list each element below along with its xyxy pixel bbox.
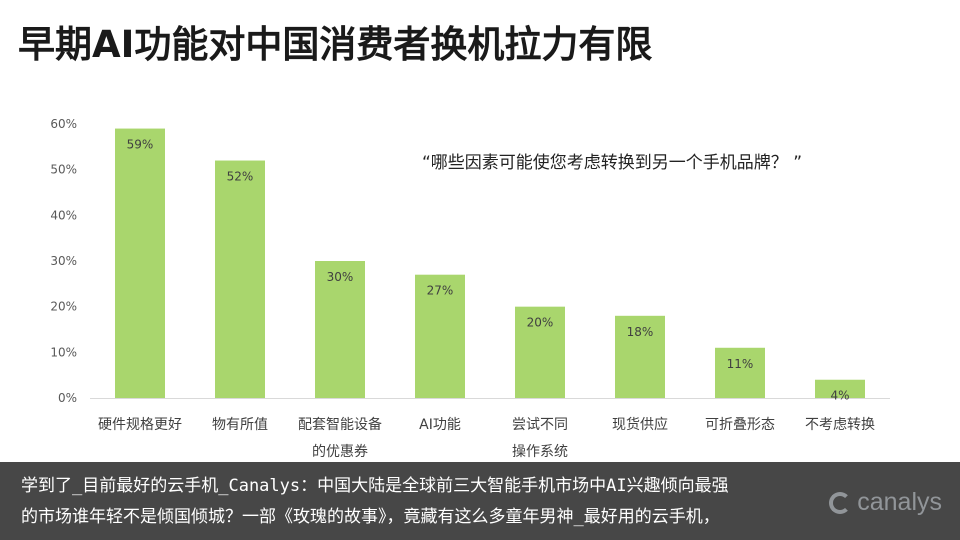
bar [415, 274, 465, 398]
data-label: 30% [327, 270, 354, 284]
x-tick-label: 尝试不同 [512, 417, 568, 433]
y-tick-label: 60% [50, 117, 77, 131]
bar [615, 315, 665, 398]
x-tick-label: 现货供应 [612, 416, 668, 433]
bar [715, 347, 765, 398]
x-tick-label: 操作系统 [512, 444, 568, 460]
slide-title: 早期AI功能对中国消费者换机拉力有限 [18, 23, 653, 66]
y-tick-label: 30% [50, 254, 77, 268]
survey-question: “哪些因素可能使您考虑转换到另一个手机品牌？ ” [422, 153, 803, 173]
bar-chart: 0% 10% 20% 30% 40% 50% 60% 59% 硬件规格更好 52% 物有所值 30% 配… [50, 117, 890, 460]
canalys-brand: canalys [829, 488, 942, 517]
x-tick-label: 不考虑转换 [805, 416, 875, 433]
data-label: 52% [227, 170, 254, 184]
bar [115, 128, 165, 399]
y-tick-label: 10% [50, 345, 77, 359]
data-label: 11% [727, 357, 754, 371]
data-label: 18% [627, 325, 654, 339]
caption-line-2: 的市场谁年轻不是倾国倾城？一部《玫瑰的故事》，竟藏有这么多童年男神_最好用的云手… [21, 507, 720, 527]
y-tick-label: 20% [50, 300, 77, 314]
bar [215, 160, 265, 398]
bar [515, 306, 565, 398]
y-tick-label: 0% [58, 391, 77, 405]
y-tick-label: 50% [50, 163, 77, 177]
x-tick-label: 物有所值 [212, 417, 268, 433]
x-tick-label: 的优惠券 [312, 444, 368, 460]
data-label: 4% [830, 389, 849, 403]
x-tick-label: 配套智能设备 [298, 416, 382, 433]
data-label: 59% [127, 138, 154, 152]
caption-line-1: 学到了_目前最好的云手机_Canalys：中国大陆是全球前三大智能手机市场中AI… [21, 476, 729, 496]
canalys-logo-icon [829, 491, 852, 514]
bar [815, 379, 865, 398]
x-tick-label: AI功能 [419, 417, 461, 433]
bar [315, 261, 365, 398]
data-label: 20% [527, 316, 554, 330]
brand-name: canalys [857, 488, 942, 516]
caption-overlay [0, 462, 960, 540]
x-tick-label: 可折叠形态 [705, 417, 775, 433]
data-label: 27% [427, 284, 454, 298]
y-tick-label: 40% [50, 208, 77, 222]
x-tick-label: 硬件规格更好 [98, 417, 182, 433]
